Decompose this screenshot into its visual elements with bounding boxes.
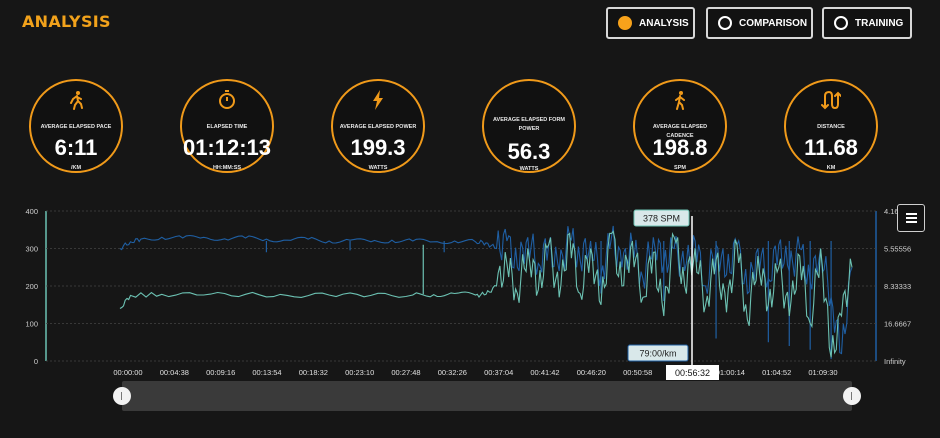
x-tick-label: 00:46:20 [577, 368, 606, 377]
nav-comparison-button[interactable]: COMPARISON [706, 7, 813, 39]
stat-label: AVERAGE ELAPSED POWER [339, 124, 417, 130]
top-bar: ANALYSIS ANALYSIS COMPARISON TRAINING [0, 0, 940, 50]
stat-label: AVERAGE ELAPSED PACE [40, 124, 112, 130]
x-tick-label: 00:09:16 [206, 368, 235, 377]
x-tick-label: 00:23:10 [345, 368, 374, 377]
lightning-bolt-icon [333, 90, 423, 112]
stat-unit: WATTS [368, 165, 388, 171]
walking-person-icon [635, 90, 725, 112]
stat-value: 01:12:13 [182, 135, 272, 160]
nav-analysis-label: ANALYSIS [639, 17, 689, 29]
peak-label-box [633, 209, 690, 227]
stat-value: 198.8 [652, 135, 708, 160]
x-tick-label: 00:04:38 [160, 368, 189, 377]
y-left-tick-label: 300 [25, 245, 38, 254]
y-right-tick-label: Infinity [884, 357, 906, 366]
x-tick-label: 01:09:30 [808, 368, 837, 377]
x-tick-label: 00:37:04 [484, 368, 513, 377]
radio-unselected-icon [718, 16, 732, 30]
stat-elapsed-time: ELAPSED TIME 01:12:13 HH:MM:SS [180, 79, 274, 173]
chart-menu-button[interactable] [897, 204, 925, 232]
cadence-pace-chart[interactable]: 0 100 200 300 400 Infinity 16.6667 8.33333 5.555… [0, 200, 940, 380]
series-line-1 [119, 230, 853, 358]
nav-training-label: TRAINING [855, 17, 904, 29]
nav-analysis-button[interactable]: ANALYSIS [606, 7, 695, 39]
stat-distance: DISTANCE 11.68 KM [784, 79, 878, 173]
x-tick-label: 00:13:54 [252, 368, 281, 377]
hamburger-line [905, 221, 917, 223]
x-tick-label: 00:32:26 [438, 368, 467, 377]
y-right-tick-label: 4.16 [884, 207, 899, 216]
range-end-handle[interactable] [843, 387, 861, 405]
x-tick-label: 00:00:00 [113, 368, 142, 377]
x-tick-label: 00:27:48 [391, 368, 420, 377]
stat-unit: HH:MM:SS [212, 165, 242, 171]
page-title: ANALYSIS [22, 12, 111, 31]
y-right-tick-label: 16.6667 [884, 320, 911, 329]
y-right-tick-label: 5.55556 [884, 245, 911, 254]
x-tick-label: 00:18:32 [299, 368, 328, 377]
stat-label: AVERAGE ELAPSED FORM POWER [492, 117, 565, 132]
hamburger-line [905, 217, 917, 219]
range-start-handle[interactable] [113, 387, 131, 405]
stat-label: AVERAGE ELAPSED CADENCE [652, 124, 708, 139]
y-left-tick-label: 200 [25, 282, 38, 291]
stat-value: 199.3 [350, 135, 406, 160]
x-tick-label: 00:50:58 [623, 368, 652, 377]
x-tick-label: 01:04:52 [762, 368, 791, 377]
timeline-range-bar[interactable] [122, 381, 852, 411]
nav-training-button[interactable]: TRAINING [822, 7, 912, 39]
pace-label: 79:00/km [639, 349, 676, 359]
x-tick-label: 00:41:42 [530, 368, 559, 377]
peak-label: 378 SPM [643, 214, 680, 224]
cursor-time-label: 00:56:32 [675, 368, 710, 378]
stat-unit: KM [826, 165, 836, 171]
pace-label-box [627, 344, 689, 362]
y-left-tick-label: 400 [25, 207, 38, 216]
stat-value: 11.68 [804, 135, 858, 160]
x-tick-label: 01:00:14 [716, 368, 745, 377]
y-left-tick-label: 100 [25, 320, 38, 329]
cursor-time-box [666, 365, 719, 380]
radio-unselected-icon [834, 16, 848, 30]
route-icon [786, 90, 876, 112]
stat-average-form-power: AVERAGE ELAPSED FORM POWER 56.3 WATTS [482, 79, 576, 173]
stopwatch-icon [182, 90, 272, 112]
nav-comparison-label: COMPARISON [739, 17, 808, 29]
stat-value: 6:11 [54, 135, 98, 160]
stat-average-cadence: AVERAGE ELAPSED CADENCE 198.8 SPM [633, 79, 727, 173]
stat-unit: SPM [674, 165, 686, 171]
stat-unit: /KM [70, 165, 82, 171]
running-person-icon [31, 90, 121, 112]
chart-svg[interactable]: 0 100 200 300 400 Infinity 16.6667 8.33333 5.555… [0, 200, 940, 380]
stat-unit: WATTS [519, 166, 539, 172]
stat-average-power: AVERAGE ELAPSED POWER 199.3 WATTS [331, 79, 425, 173]
stat-average-pace: AVERAGE ELAPSED PACE 6:11 /KM [29, 79, 123, 173]
radio-selected-icon [618, 16, 632, 30]
hamburger-line [905, 213, 917, 215]
stat-label: ELAPSED TIME [206, 124, 248, 130]
y-right-tick-label: 8.33333 [884, 282, 911, 291]
stat-value: 56.3 [507, 139, 551, 164]
y-left-tick-label: 0 [34, 357, 38, 366]
stat-label: DISTANCE [817, 124, 845, 130]
